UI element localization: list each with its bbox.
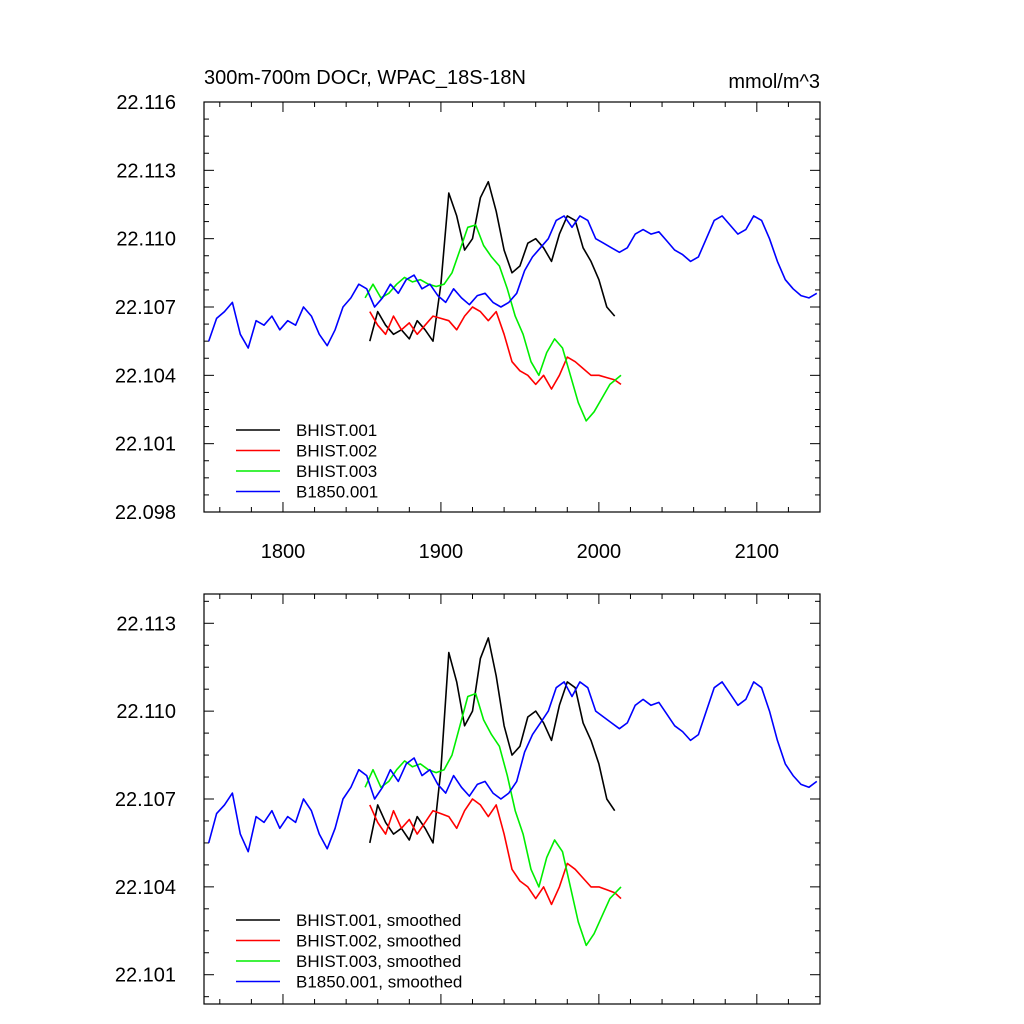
chart-title: 300m-700m DOCr, WPAC_18S-18N	[204, 67, 526, 89]
series-line-bhist-001	[369, 180, 616, 343]
legend-label: B1850.001	[296, 483, 378, 502]
x-tick-label: 1800	[261, 541, 306, 563]
x-tick-label: 1900	[419, 541, 464, 563]
y-tick-label: 22.107	[115, 297, 176, 319]
y-tick-label: 22.107	[115, 789, 176, 811]
series-line-bhist-003	[364, 224, 622, 422]
top-axis-ticks: 22.098 22.101 22.104 22.107 22.110 22.113 22.1…	[115, 92, 821, 563]
bottom-panel: 22.101 22.104 22.107 22.110 22.113 BHIST.001…	[115, 593, 821, 1005]
bottom-legend: BHIST.001, smoothed BHIST.002, smoothedBH…	[236, 911, 462, 992]
y-tick-label: 22.101	[115, 965, 176, 987]
x-tick-label: 2000	[577, 541, 622, 563]
series-line-b1850-001-smoothed	[207, 681, 818, 853]
series-line-b1850-001	[207, 215, 818, 349]
bottom-axis-ticks: 22.101 22.104 22.107 22.110 22.113	[115, 594, 821, 1004]
series-line-bhist-003-smoothed	[364, 692, 622, 947]
y-tick-label: 22.113	[116, 613, 176, 635]
series-line-bhist-001-smoothed	[369, 637, 616, 844]
legend-label: BHIST.001	[296, 421, 377, 440]
x-tick-label: 2100	[735, 541, 780, 563]
series-line-bhist-002-smoothed	[369, 798, 622, 906]
legend-label: B1850.001, smoothed	[296, 973, 462, 992]
series-line-bhist-002	[369, 306, 622, 390]
legend-label: BHIST.002	[296, 442, 377, 461]
top-series-group	[207, 180, 818, 422]
y-tick-label: 22.110	[116, 701, 176, 723]
bottom-series-group	[207, 637, 818, 947]
top-plot-frame	[203, 101, 821, 513]
y-tick-label: 22.113	[116, 160, 176, 182]
y-tick-label: 22.101	[115, 434, 176, 456]
bottom-plot-frame	[203, 593, 821, 1005]
y-tick-label: 22.116	[116, 92, 176, 114]
y-tick-label: 22.110	[116, 229, 176, 251]
legend-label: BHIST.001, smoothed	[296, 911, 461, 930]
legend-label: BHIST.002, smoothed	[296, 932, 461, 951]
units-label: mmol/m^3	[728, 71, 820, 93]
y-tick-label: 22.104	[115, 365, 176, 387]
legend-label: BHIST.003, smoothed	[296, 952, 461, 971]
top-panel: 300m-700m DOCr, WPAC_18S-18N mmol/m^3 22…	[115, 67, 821, 563]
legend-label: BHIST.003	[296, 462, 377, 481]
y-tick-label: 22.104	[115, 877, 176, 899]
y-tick-label: 22.098	[115, 502, 176, 524]
